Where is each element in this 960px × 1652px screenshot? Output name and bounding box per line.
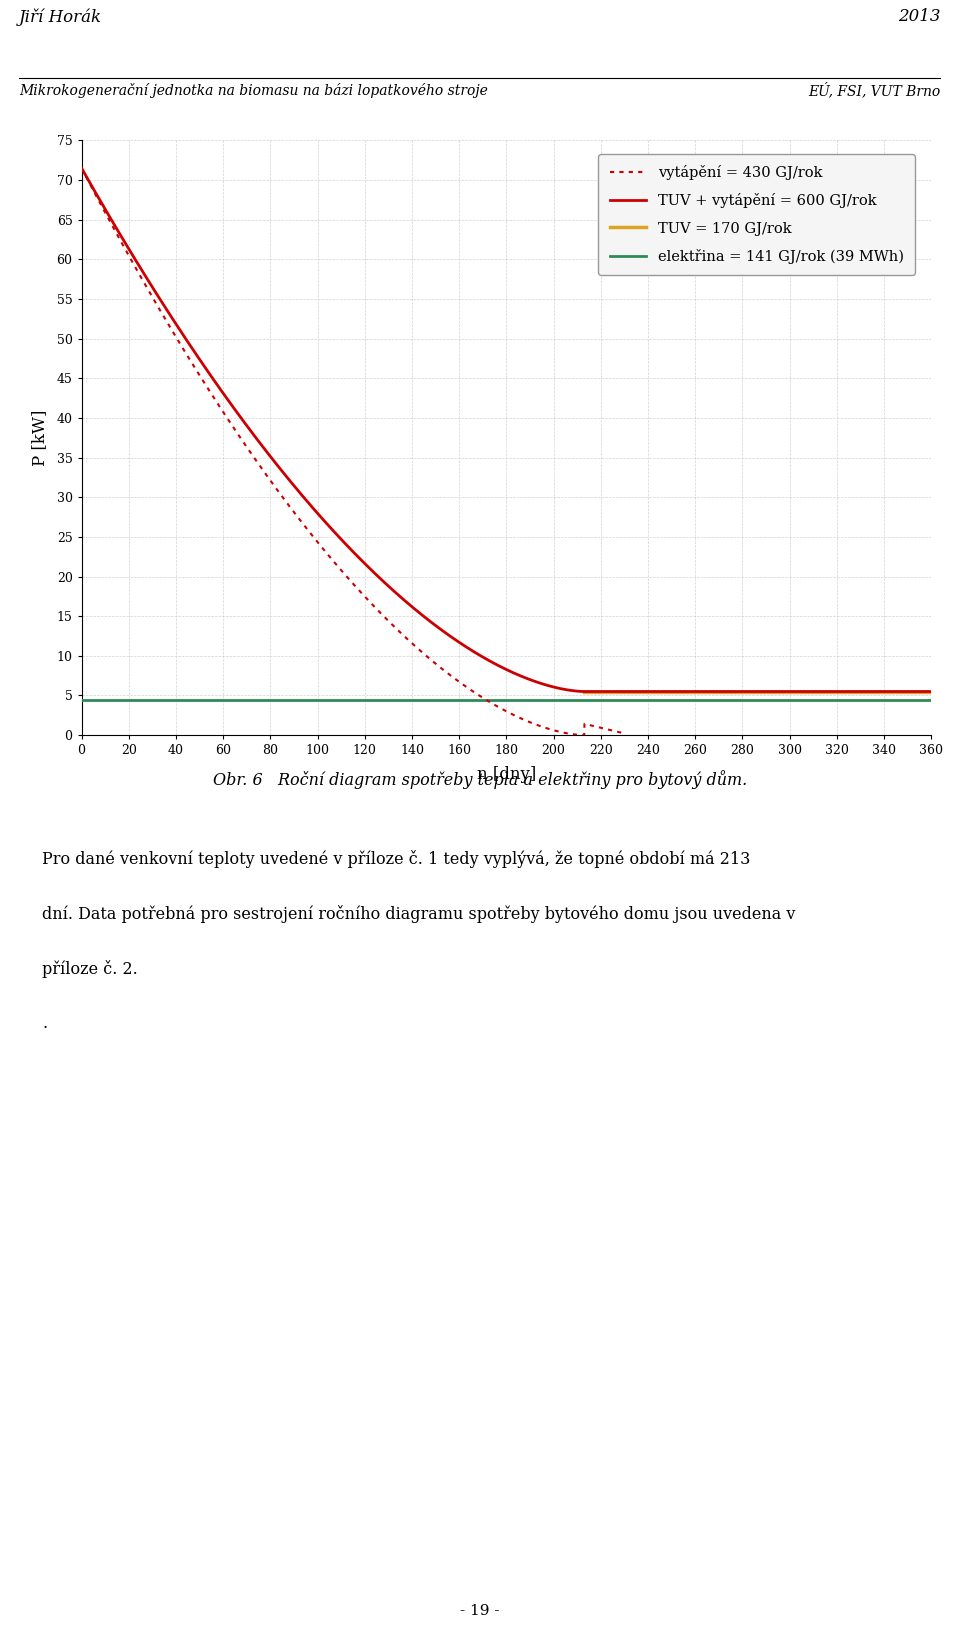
X-axis label: n [dny]: n [dny] bbox=[477, 765, 536, 783]
Text: Mikrokogenerační jednotka na biomasu na bázi lopatkového stroje: Mikrokogenerační jednotka na biomasu na … bbox=[19, 83, 488, 97]
Y-axis label: P [kW]: P [kW] bbox=[32, 410, 48, 466]
Text: Obr. 6   Roční diagram spotřeby tepla a elektřiny pro bytový dům.: Obr. 6 Roční diagram spotřeby tepla a el… bbox=[213, 770, 747, 790]
Text: EÚ, FSI, VUT Brno: EÚ, FSI, VUT Brno bbox=[808, 83, 941, 99]
Text: Pro dané venkovní teploty uvedené v příloze č. 1 tedy vyplývá, že topné období m: Pro dané venkovní teploty uvedené v příl… bbox=[42, 849, 751, 867]
Text: 2013: 2013 bbox=[899, 8, 941, 25]
Text: příloze č. 2.: příloze č. 2. bbox=[42, 960, 138, 978]
Text: Jiří Horák: Jiří Horák bbox=[19, 8, 103, 26]
Text: .: . bbox=[42, 1014, 47, 1031]
Text: - 19 -: - 19 - bbox=[460, 1604, 500, 1617]
Legend: vytápění = 430 GJ/rok, TUV + vytápění = 600 GJ/rok, TUV = 170 GJ/rok, elektřina : vytápění = 430 GJ/rok, TUV + vytápění = … bbox=[598, 154, 916, 276]
Text: dní. Data potřebná pro sestrojení ročního diagramu spotřeby bytového domu jsou u: dní. Data potřebná pro sestrojení ročníh… bbox=[42, 905, 796, 922]
